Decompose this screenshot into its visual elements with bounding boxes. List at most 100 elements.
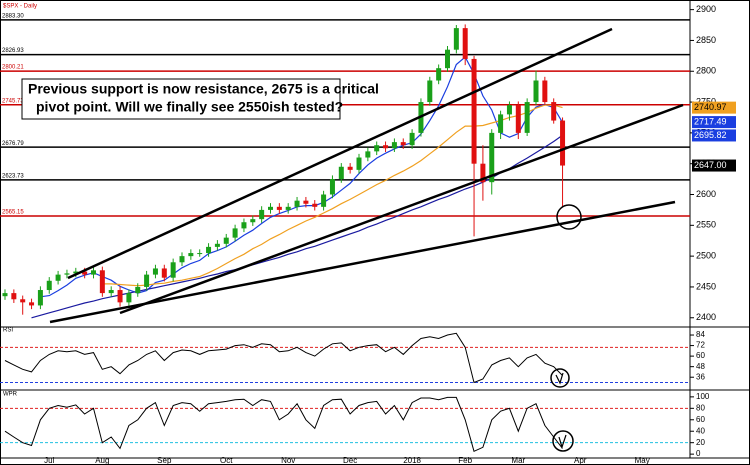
candle-body — [29, 302, 35, 306]
price-tag-label: 2740.97 — [694, 102, 727, 112]
level-label: 2676.79 — [2, 141, 24, 147]
panel-label: WPR — [3, 392, 18, 398]
candle-body — [188, 253, 194, 257]
candle-body — [338, 166, 344, 180]
y-tick-label: 36 — [696, 372, 705, 381]
candle-body — [161, 268, 167, 278]
candle-body — [542, 80, 548, 103]
price-tag — [692, 129, 736, 142]
indicator-line — [4, 396, 563, 452]
candle-body — [329, 179, 335, 195]
y-tick-label: 20 — [696, 438, 705, 447]
candle-body — [312, 203, 318, 207]
level-label: 2826.93 — [2, 48, 24, 54]
candle-body — [383, 145, 389, 149]
candle-body — [126, 293, 132, 303]
y-tick-label: 60 — [696, 415, 705, 424]
candle-body — [37, 290, 43, 306]
candle-body — [99, 270, 105, 294]
y-tick-label: 2750 — [696, 96, 716, 106]
x-tick-label: Mar — [511, 456, 525, 465]
candle-body — [214, 243, 220, 247]
candle-body — [223, 237, 229, 244]
chart-title: $SPX - Daily — [3, 4, 37, 10]
candle-body — [55, 274, 61, 281]
candle-body — [453, 28, 459, 50]
y-tick-label: 2450 — [696, 281, 716, 291]
level-label: 2883.30 — [2, 13, 24, 19]
y-tick-label: 2400 — [696, 312, 716, 322]
y-tick-label: 84 — [696, 330, 705, 339]
candle-body — [400, 142, 406, 146]
highlight-circle — [552, 430, 574, 452]
highlight-circle — [556, 204, 582, 230]
x-tick-label: Sep — [157, 456, 172, 465]
price-tag-label: 2695.82 — [694, 130, 727, 140]
moving-average — [102, 104, 563, 287]
y-tick-label: 60 — [696, 351, 705, 360]
candle-body — [232, 228, 238, 238]
candle-body — [489, 132, 495, 183]
candle-body — [250, 219, 256, 223]
annotation-box — [21, 78, 341, 120]
candle-body — [294, 200, 300, 207]
candle-body — [241, 222, 247, 229]
candle-body — [91, 270, 96, 275]
x-tick-label: 2018 — [403, 456, 421, 465]
trendline — [49, 200, 676, 324]
candle-body — [179, 256, 185, 263]
y-tick-label: 100 — [696, 392, 710, 401]
check-mark — [555, 372, 564, 385]
price-tag-label: 2717.49 — [694, 116, 727, 126]
candle-body — [46, 280, 52, 291]
candle-body — [117, 290, 123, 303]
panel-label: RSI — [3, 328, 13, 334]
candle-body — [276, 206, 282, 210]
x-tick-label: Feb — [458, 456, 472, 465]
price-tag-label: 2647.00 — [694, 160, 727, 170]
y-tick-label: 2800 — [696, 66, 716, 76]
candle-body — [515, 105, 521, 133]
candle-body — [197, 253, 203, 255]
candle-body — [471, 58, 477, 164]
y-tick-label: 2600 — [696, 189, 716, 199]
price-tag — [692, 159, 736, 172]
level-label: 2745.73 — [2, 98, 24, 104]
candle-body — [365, 151, 371, 158]
candle-body — [20, 299, 26, 303]
price-tag — [692, 101, 736, 114]
highlight-circle — [550, 368, 570, 388]
candle-body — [506, 105, 512, 115]
x-tick-label: Nov — [281, 456, 295, 465]
candle-body — [445, 49, 450, 69]
x-tick-label: Jul — [44, 456, 54, 465]
trendline — [119, 103, 684, 315]
candle-body — [347, 166, 353, 170]
y-tick-label: 2500 — [696, 251, 716, 261]
x-tick-label: Aug — [95, 456, 109, 465]
candle-body — [560, 120, 566, 166]
marks: Jul Aug Sep Oct Nov Dec 2018 Feb Mar Apr May 2400 24… — [0, 4, 736, 465]
level-label: 2623.73 — [2, 173, 24, 179]
y-tick-label: 40 — [696, 426, 705, 435]
price-tag — [692, 116, 736, 129]
y-tick-label: 48 — [696, 362, 705, 371]
candle-body — [524, 102, 530, 133]
candle-body — [551, 102, 557, 121]
check-mark — [558, 434, 567, 449]
annotation: pivot point. Will we finally see 2550ish… — [36, 99, 343, 115]
candle-body — [498, 114, 504, 133]
candle-body — [2, 293, 8, 297]
level-label: 2565.15 — [2, 210, 24, 216]
candle-body — [427, 80, 433, 103]
candle-body — [135, 286, 141, 294]
level-label: 2800.21 — [2, 65, 24, 71]
candle-body — [206, 246, 212, 254]
candle-body — [462, 28, 468, 59]
candle-body — [144, 274, 150, 287]
candle-body — [285, 206, 291, 210]
candle-body — [374, 145, 380, 152]
candle-body — [436, 68, 442, 81]
